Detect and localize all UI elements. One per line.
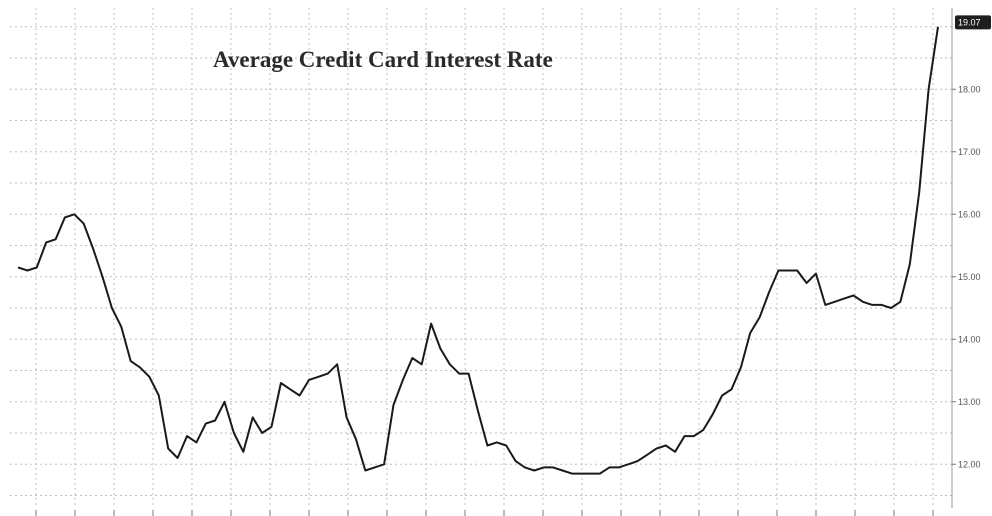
plot-area: [17, 26, 939, 475]
y-axis: 12.00 13.00 14.00 15.00 16.00 17.00 18.00 19.07: [35, 8, 991, 516]
chart-title: Average Credit Card Interest Rate: [213, 47, 553, 72]
y-tick-label: 13.00: [958, 397, 981, 407]
y-tick-label: 16.00: [958, 209, 981, 219]
y-tick-label: 17.00: [958, 147, 981, 157]
y-tick-label: 12.00: [958, 459, 981, 469]
y-tick-label: 14.00: [958, 334, 981, 344]
last-value-label: 19.07: [958, 17, 981, 27]
last-value-tag: [955, 15, 991, 30]
series-line: [17, 26, 939, 475]
grid-lines: [10, 8, 952, 508]
y-tick-label: 18.00: [958, 84, 981, 94]
y-tick-label: 15.00: [958, 272, 981, 282]
